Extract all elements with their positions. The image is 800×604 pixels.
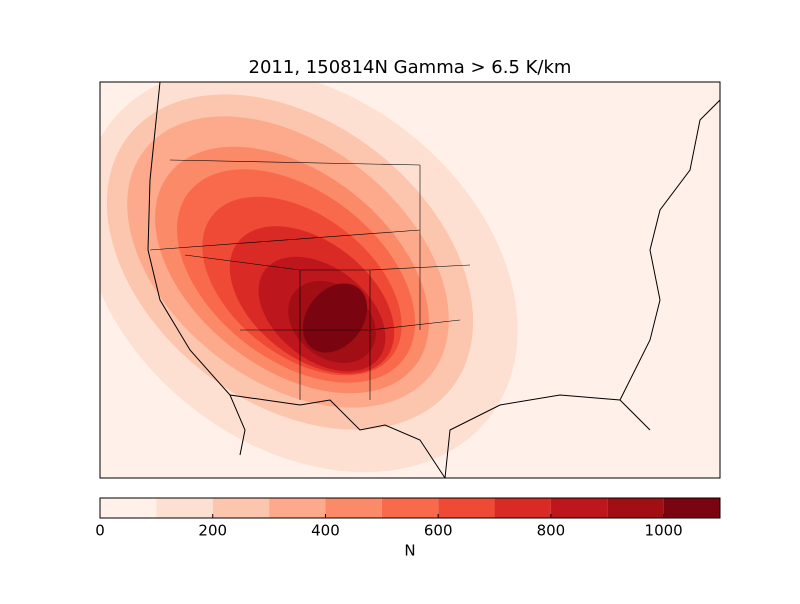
colorbar-segment — [663, 498, 720, 518]
colorbar-segment — [494, 498, 551, 518]
colorbar-segment — [212, 498, 270, 518]
colorbar-frame — [99, 497, 721, 519]
coastline — [147, 82, 446, 478]
colorbar-segment — [100, 498, 157, 518]
colorbar-tick-label: 200 — [198, 522, 227, 540]
map — [100, 82, 720, 478]
colorbar-segment — [325, 498, 382, 518]
colorbar-tick-label: 0 — [95, 522, 105, 540]
colorbar-segment — [607, 498, 664, 518]
state-lines — [149, 159, 471, 400]
colorbar-label: N — [404, 542, 415, 560]
colorbar-tick-label: 400 — [311, 522, 340, 540]
boundaries — [147, 82, 720, 478]
chart-title: 2011, 150814N Gamma > 6.5 K/km — [249, 57, 572, 78]
contour-region — [302, 283, 368, 353]
colorbar: 0 200 400 600 800 1000 — [95, 498, 720, 540]
colorbar-segment — [269, 498, 326, 518]
colorbar-segment — [550, 498, 608, 518]
colorbar-segment — [156, 498, 213, 518]
colorbar-segment — [438, 498, 495, 518]
map-frame — [99, 81, 721, 479]
colorbar-tick-label: 600 — [424, 522, 453, 540]
colorbar-segment — [381, 498, 439, 518]
colorbar-tick-label: 1000 — [645, 522, 683, 540]
coastline — [444, 99, 720, 478]
colorbar-tick-label: 800 — [537, 522, 566, 540]
